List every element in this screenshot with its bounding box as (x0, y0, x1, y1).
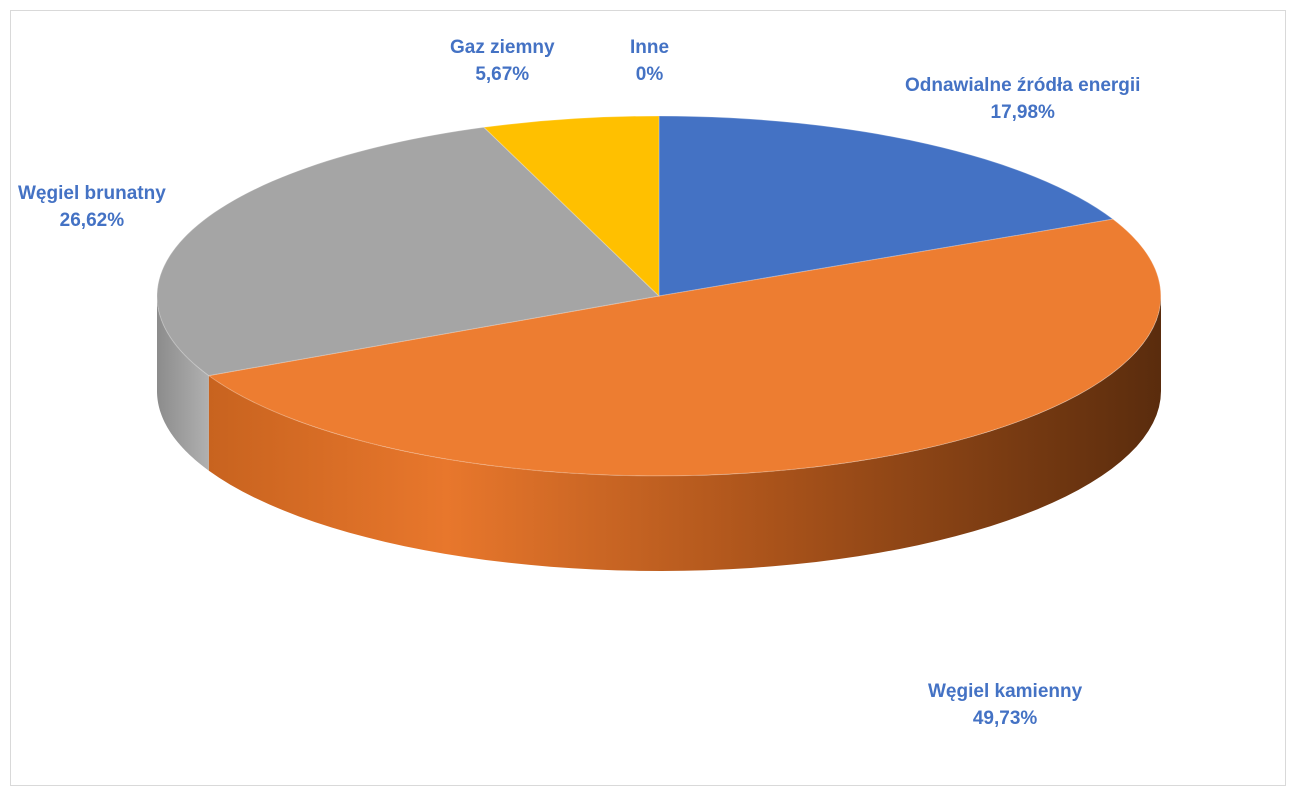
slice-wegiel-brunatny (156, 126, 661, 377)
label-gaz-ziemny-value: 5,67% (475, 64, 530, 85)
label-wegiel-kamienny-value: 49,73% (972, 708, 1038, 729)
label-inne-value: 0% (635, 64, 664, 85)
label-inne-name: Inne (630, 37, 670, 58)
label-wegiel-brunatny-value: 26,62% (59, 210, 125, 231)
label-wegiel-brunatny: Węgiel brunatny 26,62% (18, 180, 166, 234)
slice-wegiel-kamienny (207, 218, 1162, 477)
slice-gaz-ziemny (482, 115, 660, 298)
label-wegiel-brunatny-name: Węgiel brunatny (18, 183, 166, 204)
slice-side-wegiel-kamienny (208, 296, 1161, 571)
label-gaz-ziemny: Gaz ziemny 5,67% (450, 34, 555, 88)
slice-odnawialne (658, 115, 1115, 297)
slice-side-wegiel-brunatny (157, 296, 209, 471)
label-odnawialne-name: Odnawialne źródła energii (905, 75, 1141, 96)
label-wegiel-kamienny-name: Węgiel kamienny (928, 681, 1083, 702)
label-odnawialne: Odnawialne źródła energii 17,98% (905, 72, 1140, 126)
label-inne: Inne 0% (630, 34, 669, 88)
label-wegiel-kamienny: Węgiel kamienny 49,73% (928, 678, 1082, 732)
label-gaz-ziemny-name: Gaz ziemny (450, 37, 555, 58)
label-odnawialne-value: 17,98% (990, 102, 1055, 123)
